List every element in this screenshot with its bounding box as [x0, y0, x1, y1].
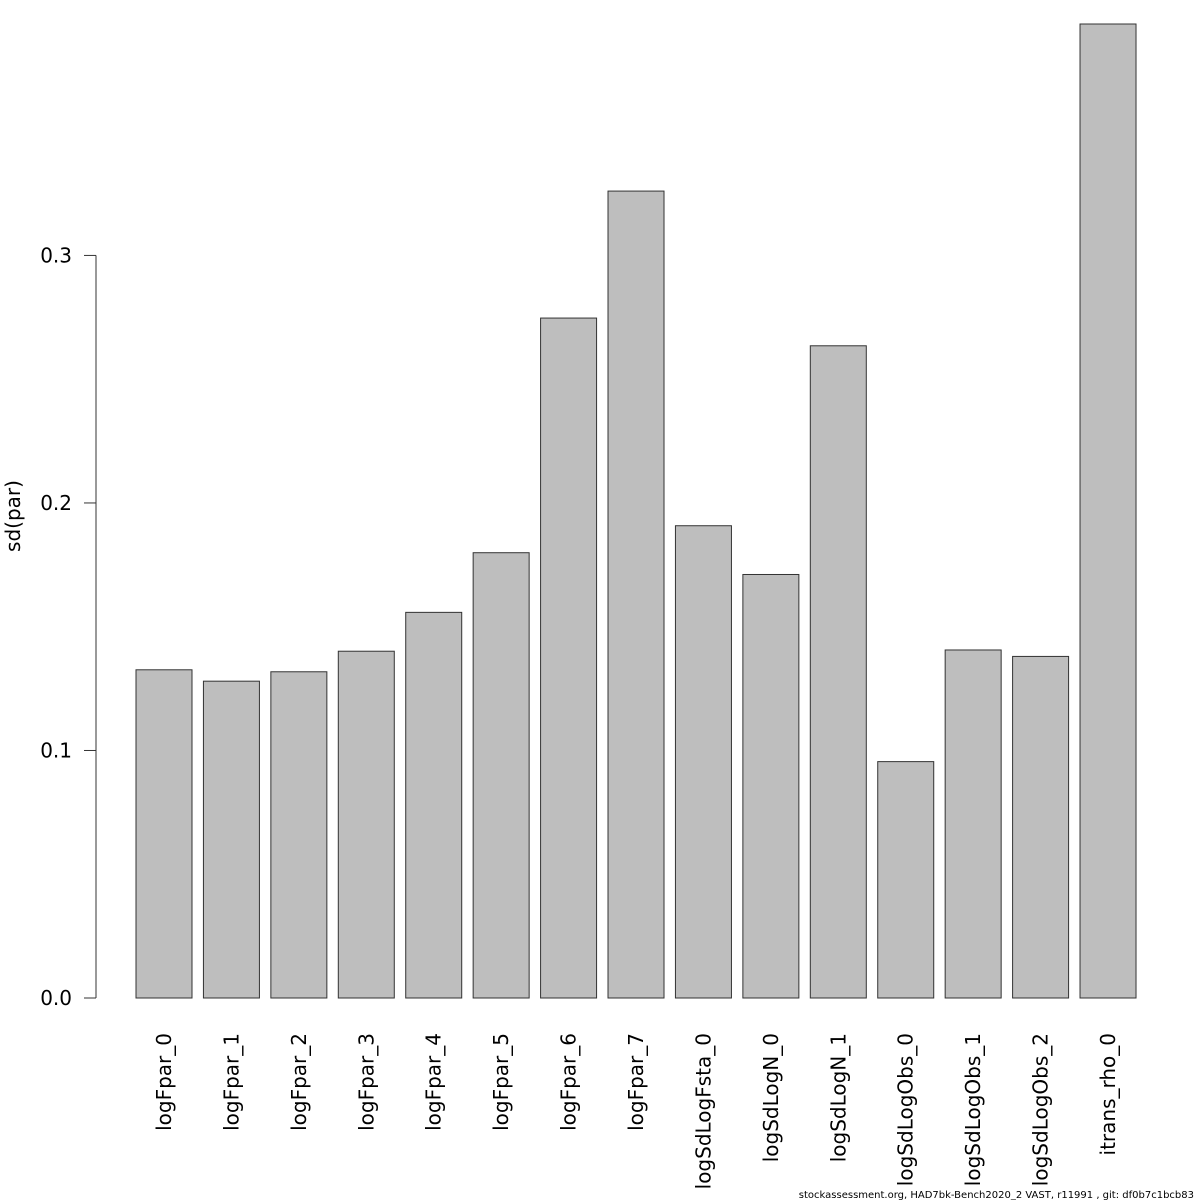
x-tick-label: logFpar_6 — [557, 1033, 581, 1131]
bar-logFpar_7 — [607, 190, 665, 999]
x-axis-labels: logFpar_0 logFpar_1 logFpar_2 logFpar_3 logF… — [152, 1033, 1120, 1189]
bar-logSdLogFsta_0 — [674, 525, 732, 999]
x-tick-label: logFpar_5 — [489, 1033, 513, 1131]
y-axis-title: sd(par) — [1, 480, 25, 552]
bars — [135, 23, 1137, 999]
x-tick-label: logSdLogN_0 — [759, 1033, 783, 1162]
bar-logSdLogObs_2 — [1012, 655, 1070, 999]
x-tick-label: logFpar_1 — [219, 1033, 243, 1131]
bar-itrans_rho_0 — [1079, 23, 1137, 999]
x-tick-label: logFpar_0 — [152, 1033, 176, 1131]
y-axis: 0.0 0.1 0.2 0.3 — [40, 243, 97, 1010]
x-tick-label: logSdLogObs_1 — [961, 1033, 985, 1186]
y-tick-label: 0.0 — [40, 986, 72, 1010]
bar-logFpar_4 — [405, 611, 463, 999]
bar-logSdLogObs_0 — [877, 761, 935, 999]
x-tick-label: logSdLogFsta_0 — [691, 1033, 715, 1189]
bar-logSdLogN_0 — [742, 573, 800, 999]
bar-logSdLogN_1 — [809, 345, 867, 999]
x-tick-label: logFpar_2 — [287, 1033, 311, 1131]
x-tick-label: logFpar_3 — [354, 1033, 378, 1131]
x-tick-label: logFpar_7 — [624, 1033, 648, 1131]
y-tick-label: 0.2 — [40, 491, 72, 515]
bar-logFpar_3 — [337, 650, 395, 999]
bar-logFpar_2 — [270, 671, 328, 999]
x-tick-label: logFpar_4 — [422, 1033, 446, 1131]
y-tick-label: 0.1 — [40, 738, 72, 762]
x-tick-label: logSdLogObs_2 — [1029, 1033, 1053, 1186]
footer-credit: stockassessment.org, HAD7bk-Bench2020_2 … — [799, 1190, 1194, 1200]
bar-logFpar_1 — [202, 680, 260, 999]
x-tick-label: logSdLogObs_0 — [894, 1033, 918, 1186]
y-tick-label: 0.3 — [40, 243, 72, 267]
bar-logFpar_0 — [135, 669, 193, 999]
x-tick-label: logSdLogN_1 — [826, 1033, 850, 1162]
bar-logFpar_6 — [540, 317, 598, 999]
bar-logFpar_5 — [472, 552, 530, 999]
x-tick-label: itrans_rho_0 — [1096, 1033, 1120, 1155]
bar-logSdLogObs_1 — [944, 649, 1002, 999]
